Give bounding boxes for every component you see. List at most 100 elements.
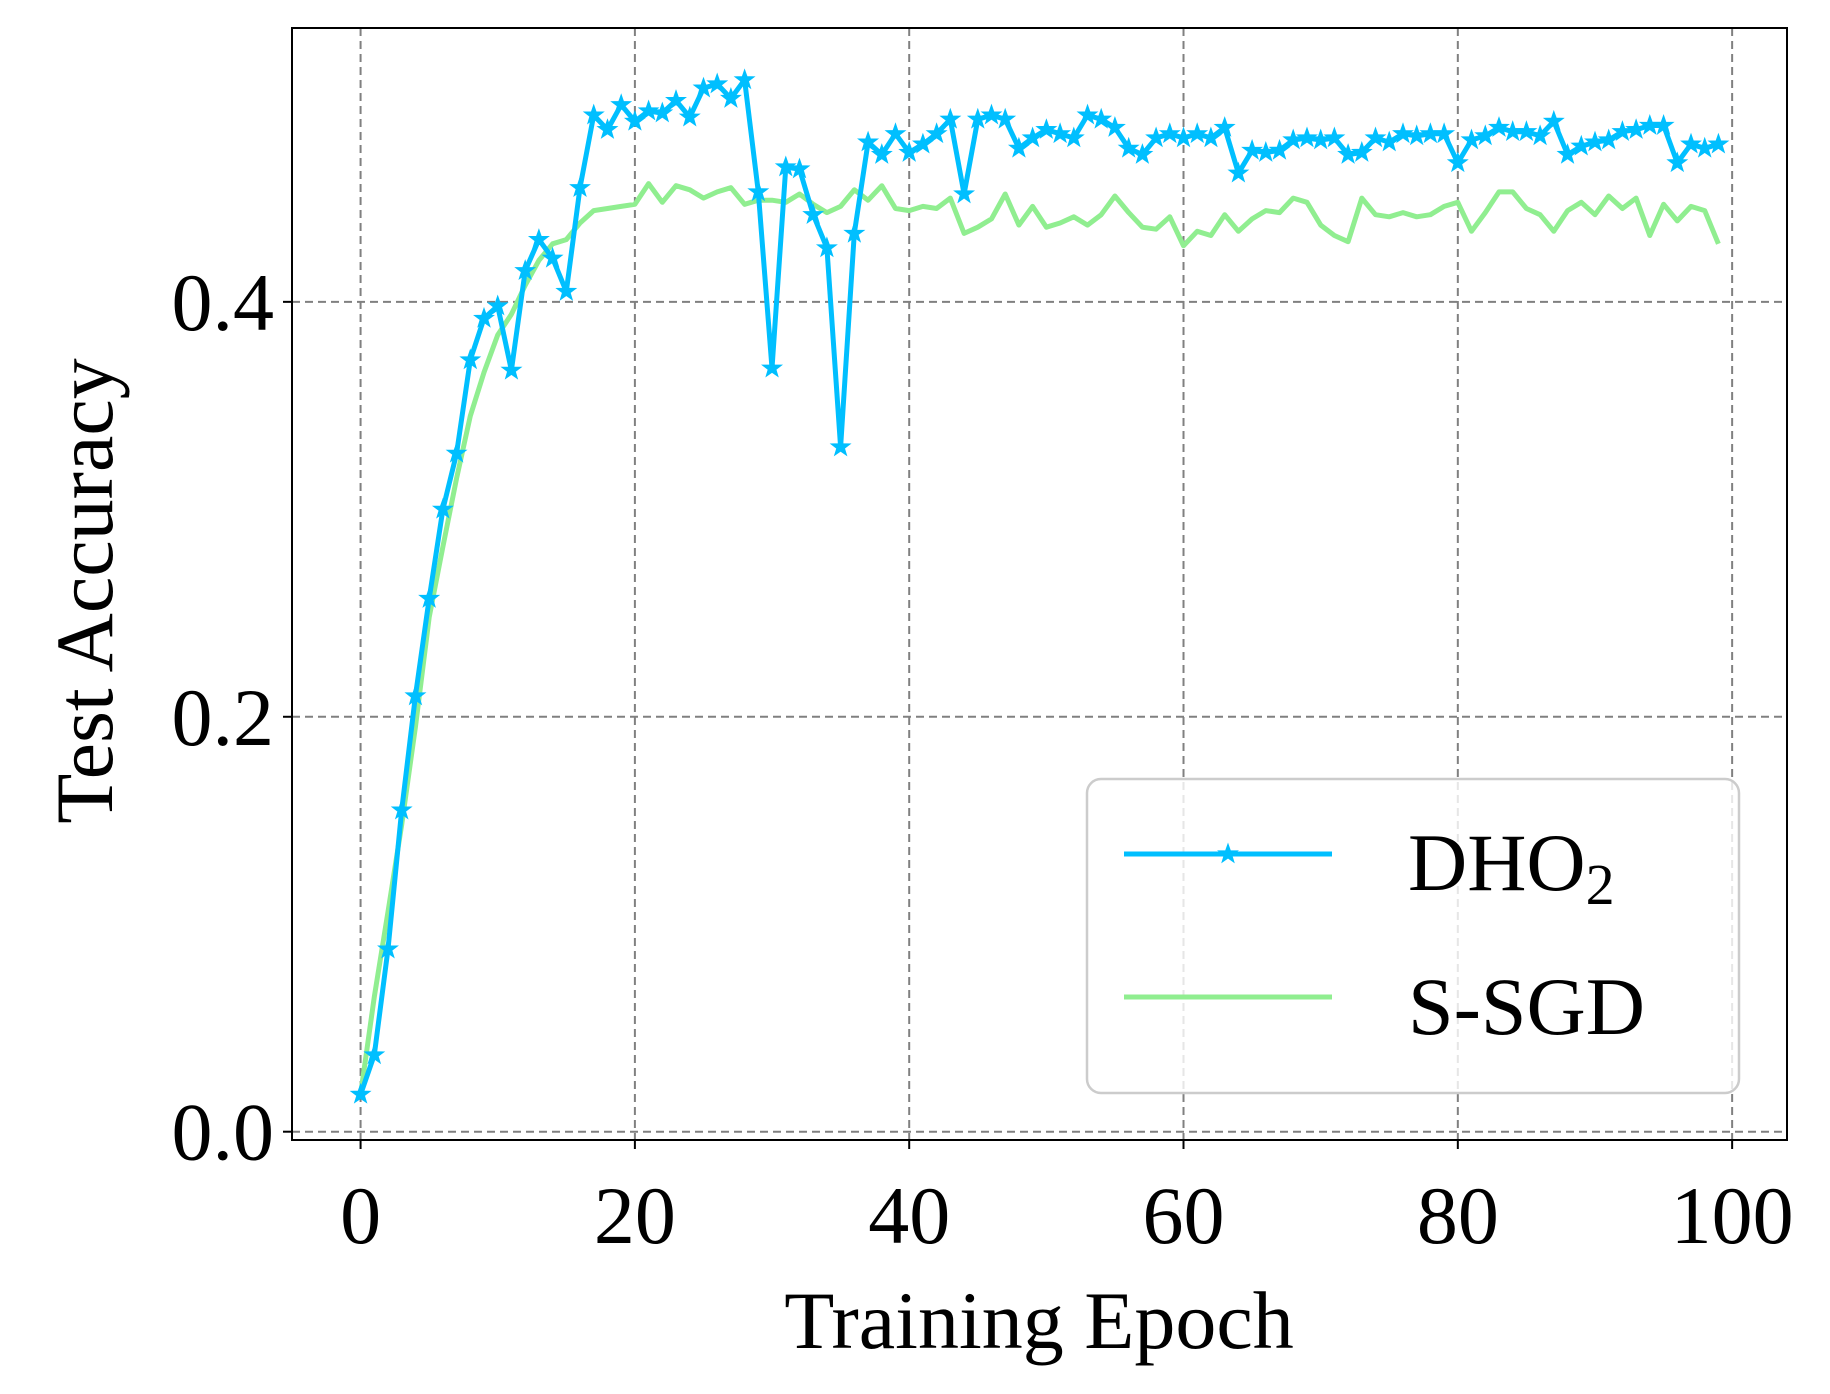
data-point-dho2	[719, 86, 742, 108]
data-point-dho2	[1488, 116, 1510, 137]
data-point-dho2	[418, 586, 441, 608]
data-point-dho2	[1213, 116, 1236, 137]
data-point-dho2	[1446, 151, 1469, 173]
series-layer	[349, 68, 1730, 1104]
data-point-dho2	[1323, 126, 1346, 148]
legend-marker-star	[1217, 842, 1239, 864]
data-point-dho2	[925, 122, 948, 144]
data-point-dho2	[761, 356, 784, 378]
data-point-dho2	[1707, 132, 1730, 154]
data-point-dho2	[843, 221, 866, 243]
data-point-dho2	[966, 107, 989, 129]
series-line-dho2	[358, 77, 1720, 1096]
data-point-dho2	[1309, 128, 1332, 150]
data-point-dho2	[857, 130, 880, 152]
data-point-dho2	[1186, 122, 1209, 144]
data-point-dho2	[1035, 118, 1058, 139]
data-point-dho2	[1693, 136, 1716, 158]
data-point-dho2	[939, 107, 962, 129]
data-point-dho2	[1131, 143, 1154, 164]
x-tick-label: 60	[1143, 1170, 1225, 1261]
data-point-dho2	[1405, 124, 1428, 146]
legend: DHO2 S-SGD	[1085, 777, 1741, 1095]
data-point-dho2	[953, 182, 976, 204]
data-point-dho2	[1392, 122, 1414, 144]
legend-label-dho2: DHO2	[1408, 817, 1615, 917]
data-point-dho2	[651, 101, 674, 123]
data-point-dho2	[610, 93, 633, 115]
data-point-dho2	[665, 89, 687, 110]
data-point-dho2	[623, 109, 646, 131]
data-point-dho2	[1090, 107, 1113, 129]
data-point-dho2	[678, 105, 701, 127]
plot-frame	[291, 27, 1788, 1141]
data-point-dho2	[527, 228, 550, 249]
x-axis-label: Training Epoch	[784, 1275, 1293, 1366]
data-point-dho2	[404, 684, 427, 706]
series-line-s-sgd	[358, 181, 1721, 1095]
data-point-dho2	[1007, 136, 1030, 158]
y-axis-label: Test Accuracy	[39, 358, 130, 824]
data-point-dho2	[569, 176, 591, 198]
data-point-dho2	[1515, 120, 1538, 142]
x-tick-label: 20	[594, 1170, 676, 1261]
data-point-dho2	[1145, 126, 1168, 148]
data-point-dho2	[1295, 126, 1318, 148]
data-point-dho2	[445, 441, 468, 463]
data-point-dho2	[870, 143, 893, 164]
data-point-dho2	[994, 107, 1017, 129]
data-point-dho2	[1597, 128, 1620, 150]
data-point-dho2	[884, 122, 907, 144]
data-point-dho2	[1049, 122, 1072, 144]
data-point-dho2	[1021, 126, 1044, 148]
data-point-dho2	[514, 259, 537, 281]
data-point-dho2	[1680, 132, 1702, 154]
data-point-dho2	[390, 798, 413, 820]
data-point-dho2	[486, 294, 509, 316]
data-point-dho2	[1652, 113, 1675, 135]
data-point-dho2	[1076, 103, 1099, 125]
data-point-dho2	[980, 103, 1003, 125]
data-point-dho2	[898, 140, 921, 162]
data-point-dho2	[1062, 126, 1085, 148]
data-point-dho2	[1556, 143, 1579, 164]
data-point-dho2	[431, 497, 454, 519]
x-tick-label: 100	[1671, 1170, 1794, 1261]
data-point-dho2	[1241, 138, 1264, 160]
data-point-dho2	[802, 203, 825, 225]
data-point-dho2	[1666, 151, 1689, 173]
data-point-dho2	[692, 76, 715, 98]
data-point-dho2	[596, 118, 619, 139]
data-point-dho2	[1460, 128, 1483, 150]
data-point-dho2	[555, 279, 578, 301]
data-point-dho2	[815, 236, 838, 258]
data-point-dho2	[1103, 116, 1126, 137]
data-point-dho2	[1584, 130, 1606, 152]
data-point-dho2	[1625, 118, 1648, 139]
data-point-dho2	[1433, 122, 1456, 144]
data-point-dho2	[1268, 138, 1291, 160]
data-point-dho2	[747, 180, 770, 202]
data-point-dho2	[1172, 126, 1195, 148]
data-point-dho2	[1529, 124, 1552, 146]
y-tick-label: 0.2	[172, 672, 275, 763]
y-tick-label: 0.0	[172, 1087, 275, 1178]
data-point-dho2	[500, 358, 523, 380]
data-point-dho2	[363, 1043, 386, 1065]
data-point-dho2	[911, 132, 934, 154]
data-point-dho2	[706, 72, 729, 94]
data-point-dho2	[1227, 161, 1250, 183]
data-point-dho2	[541, 246, 564, 268]
data-point-dho2	[1378, 130, 1401, 152]
data-point-dho2	[1570, 134, 1593, 156]
data-point-dho2	[349, 1082, 372, 1104]
data-point-dho2	[1254, 140, 1277, 162]
data-point-dho2	[1542, 109, 1565, 131]
data-point-dho2	[637, 99, 660, 121]
data-point-dho2	[774, 155, 797, 177]
data-point-dho2	[829, 435, 852, 457]
axis-ticks: 0 20 40 60 80 100 0.0 0.2 0.4	[172, 257, 1794, 1261]
data-point-dho2	[1350, 140, 1373, 162]
legend-label-s-sgd: S-SGD	[1408, 961, 1645, 1052]
data-point-dho2	[582, 103, 605, 125]
